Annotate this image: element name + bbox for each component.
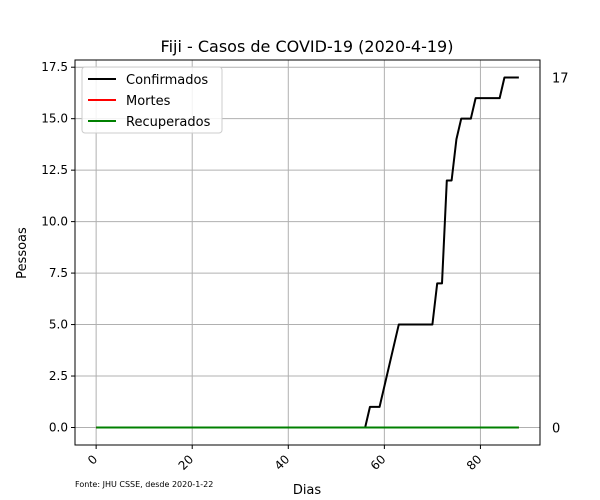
legend-label: Recuperados <box>126 115 211 130</box>
legend-box <box>81 66 223 134</box>
legend-label: Confirmados <box>126 73 208 88</box>
legend: Confirmados Mortes Recuperados <box>81 66 223 134</box>
end-value-label: 0 <box>552 422 560 437</box>
series-layer <box>96 76 519 429</box>
y-tick-label: 10.0 <box>41 215 68 229</box>
legend-label: Mortes <box>126 94 171 109</box>
y-tick-label: 7.5 <box>49 266 68 280</box>
y-axis-label: Pessoas <box>15 227 30 279</box>
source-note: Fonte: JHU CSSE, desde 2020-1-22 <box>75 480 213 489</box>
x-axis-label: Dias <box>293 483 322 498</box>
y-tick-label: 0.0 <box>49 421 68 435</box>
y-tick-label: 17.5 <box>41 60 68 74</box>
y-axis-ticks: 0.0 2.5 5.0 7.5 10.0 12.5 15.0 17.5 <box>41 60 75 435</box>
y-tick-label: 12.5 <box>41 163 68 177</box>
chart-title: Fiji - Casos de COVID-19 (2020-4-19) <box>161 37 454 56</box>
end-value-label: 17 <box>552 72 569 87</box>
y-tick-label: 15.0 <box>41 112 68 126</box>
series-line-confirmados <box>96 76 519 429</box>
plot-frame <box>74 59 541 446</box>
end-labels: 17 0 <box>552 72 569 437</box>
y-tick-label: 2.5 <box>49 369 68 383</box>
y-tick-label: 5.0 <box>49 318 68 332</box>
